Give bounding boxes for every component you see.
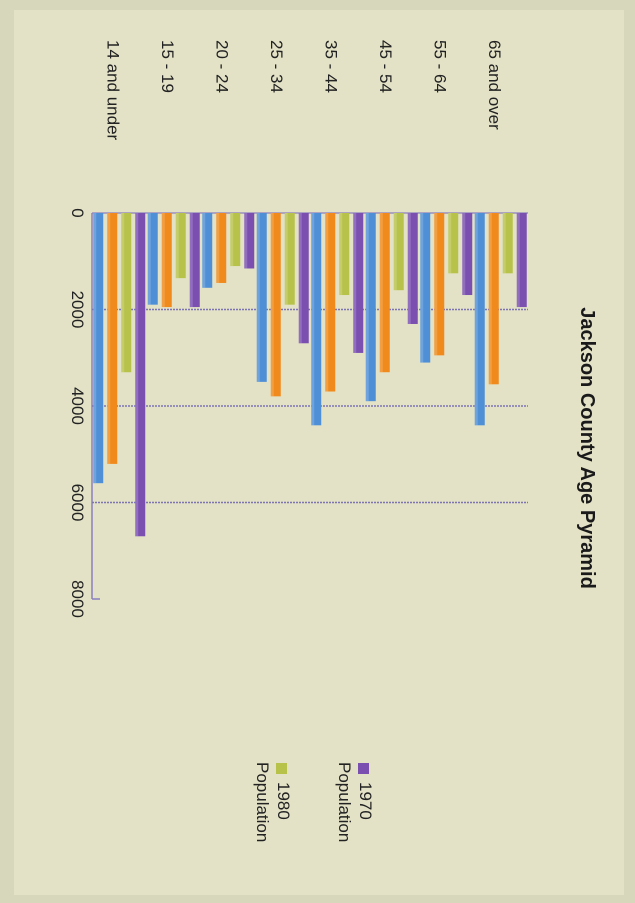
bar-highlight bbox=[285, 213, 288, 305]
bar-highlight bbox=[408, 213, 411, 324]
bar-highlight bbox=[434, 213, 437, 355]
bar-highlight bbox=[503, 213, 506, 273]
bar-highlight bbox=[462, 213, 465, 295]
bar-highlight bbox=[162, 213, 165, 307]
bar-highlight bbox=[339, 213, 342, 295]
bar-highlight bbox=[517, 213, 520, 307]
bar-highlight bbox=[148, 213, 151, 305]
bar-highlight bbox=[325, 213, 328, 392]
category-label: 25 - 34 bbox=[267, 40, 286, 93]
chart-title: Jackson County Age Pyramid bbox=[576, 307, 598, 589]
bar-highlight bbox=[380, 213, 383, 372]
legend-label: Population bbox=[335, 762, 354, 842]
bar-highlight bbox=[230, 213, 233, 266]
bar-highlight bbox=[299, 213, 302, 343]
bar-highlight bbox=[202, 213, 205, 288]
category-label: 45 - 54 bbox=[376, 40, 395, 93]
bar-highlight bbox=[448, 213, 451, 273]
bar-group bbox=[93, 213, 527, 536]
bar-highlight bbox=[311, 213, 314, 425]
bar-highlight bbox=[475, 213, 478, 425]
bar-highlight bbox=[216, 213, 219, 283]
bar-highlight bbox=[135, 213, 138, 536]
value-tick-label: 2000 bbox=[68, 291, 87, 329]
bar-highlight bbox=[366, 213, 369, 401]
bar-highlight bbox=[190, 213, 193, 307]
category-label: 14 and under bbox=[103, 40, 122, 141]
legend-label: 1970 bbox=[356, 782, 375, 820]
bar-highlight bbox=[176, 213, 179, 278]
bar-highlight bbox=[121, 213, 124, 372]
category-label: 55 - 64 bbox=[430, 40, 449, 93]
category-label: 65 and over bbox=[485, 40, 504, 130]
category-label: 15 - 19 bbox=[158, 40, 177, 93]
value-tick-label: 0 bbox=[68, 208, 87, 217]
category-label: 20 - 24 bbox=[212, 40, 231, 93]
category-label: 35 - 44 bbox=[321, 40, 340, 93]
legend-label: 1980 bbox=[274, 782, 293, 820]
bar-highlight bbox=[244, 213, 247, 268]
bar-highlight bbox=[93, 213, 96, 483]
value-tick-label: 8000 bbox=[68, 580, 87, 618]
bar-highlight bbox=[420, 213, 423, 363]
value-tick-label: 4000 bbox=[68, 387, 87, 425]
bar-highlight bbox=[353, 213, 356, 353]
bar-highlight bbox=[271, 213, 274, 396]
bar-highlight bbox=[489, 213, 492, 384]
bar-highlight bbox=[107, 213, 110, 464]
bar-highlight bbox=[257, 213, 260, 382]
legend-swatch bbox=[358, 763, 369, 774]
legend-swatch bbox=[276, 763, 287, 774]
bar-highlight bbox=[394, 213, 397, 290]
legend-label: Population bbox=[253, 762, 272, 842]
value-tick-label: 6000 bbox=[68, 484, 87, 522]
